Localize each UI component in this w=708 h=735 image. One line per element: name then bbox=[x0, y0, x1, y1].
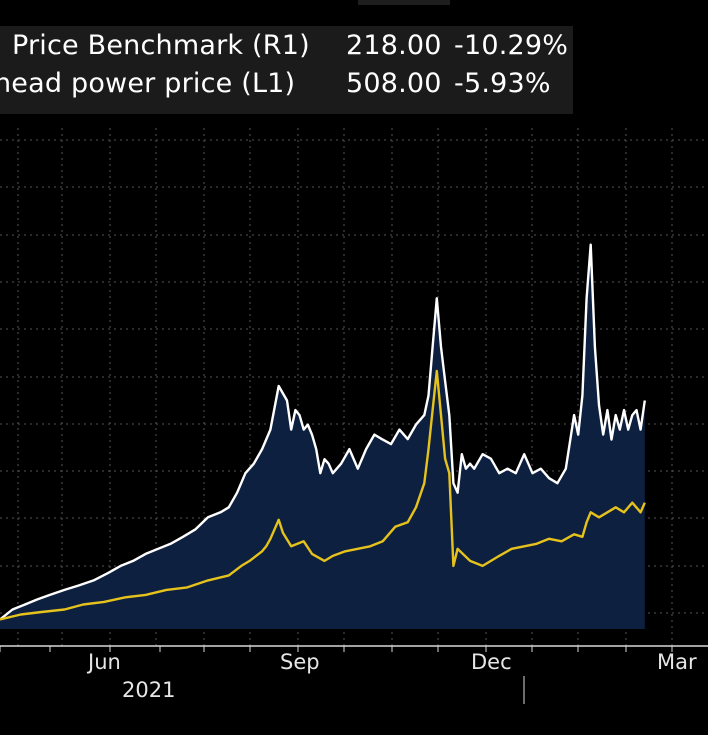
legend-box: Price Benchmark (R1) 218.00 -10.29% head… bbox=[0, 26, 573, 114]
legend-l1-change: -5.93% bbox=[454, 68, 551, 99]
x-tick-label-dec: Dec bbox=[471, 650, 512, 674]
legend-entry-l1: head power price (L1) 508.00 -5.93% bbox=[0, 68, 551, 223]
legend-r1-value: 218.00 bbox=[346, 30, 442, 61]
series-line-l1 bbox=[0, 369, 646, 621]
x-year-label: 2021 bbox=[122, 678, 176, 702]
legend-entry-r1: Price Benchmark (R1) 218.00 -10.29% bbox=[0, 30, 568, 185]
x-tick-label-mar: Mar bbox=[657, 650, 697, 674]
header-tab bbox=[358, 0, 450, 5]
legend-r1-change: -10.29% bbox=[454, 30, 569, 61]
x-tick-label-jun: Jun bbox=[88, 650, 121, 674]
series-line-r1 bbox=[0, 243, 646, 621]
r1-area-fill bbox=[0, 244, 645, 629]
legend-l1-name: head power price (L1) bbox=[0, 68, 296, 99]
legend-l1-value: 508.00 bbox=[346, 68, 442, 99]
legend-r1-name: Price Benchmark (R1) bbox=[12, 30, 310, 61]
x-tick-label-sep: Sep bbox=[280, 650, 320, 674]
